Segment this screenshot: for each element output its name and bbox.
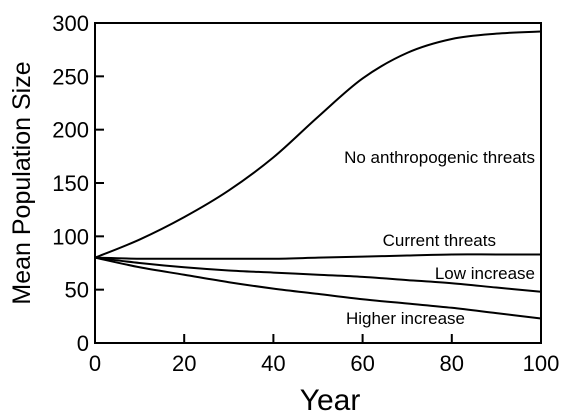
x-tick-label: 40 [261,351,285,376]
y-axis-title: Mean Population Size [8,61,36,304]
series-line-higher-increase [94,256,542,320]
y-tick-label: 300 [52,11,89,36]
y-tick-label: 200 [52,118,89,143]
series-lines [94,30,542,320]
x-tick-label: 80 [440,351,464,376]
x-tick-label: 60 [350,351,374,376]
series-line-no-threats [94,30,542,259]
series-line-current-threats [94,253,541,260]
y-tick-label: 50 [65,278,89,303]
x-axis-ticks: 0 20 40 60 80 100 [89,334,559,376]
y-tick-label: 150 [52,171,89,196]
series-label-current-threats: Current threats [383,231,496,250]
y-tick-label: 250 [52,64,89,89]
series-label-low-increase: Low increase [435,264,535,283]
series-label-higher-increase: Higher increase [346,309,465,328]
series-labels: No anthropogenic threats Current threats L… [344,148,535,328]
x-tick-label: 0 [89,351,101,376]
y-tick-label: 100 [52,224,89,249]
plot-frame [94,22,542,344]
series-label-no-threats: No anthropogenic threats [344,148,535,167]
x-axis-title: Year [300,384,361,415]
series-line-low-increase [94,256,542,293]
x-tick-label: 100 [523,351,560,376]
y-tick-label: 0 [77,331,89,356]
y-axis-ticks: 0 50 100 150 200 250 300 [52,11,104,356]
x-tick-label: 20 [172,351,196,376]
